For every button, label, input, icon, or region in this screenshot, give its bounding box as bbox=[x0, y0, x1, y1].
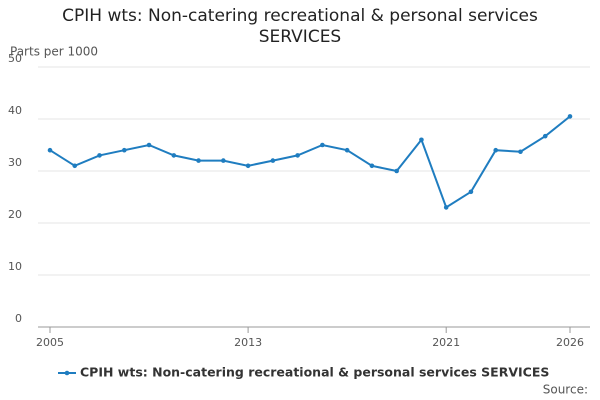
x-tick-label: 2021 bbox=[432, 336, 460, 349]
point bbox=[394, 168, 399, 174]
point bbox=[443, 205, 449, 210]
point bbox=[518, 149, 523, 155]
y-axis-label: Parts per 1000 bbox=[10, 45, 98, 59]
legend-label: CPIH wts: Non-catering recreational & pe… bbox=[80, 365, 549, 380]
point bbox=[171, 153, 177, 158]
point bbox=[493, 147, 499, 153]
y-tick-label: 0 bbox=[15, 312, 22, 325]
point bbox=[47, 147, 53, 153]
point bbox=[369, 163, 375, 169]
point bbox=[97, 153, 102, 158]
x-tick-label: 2005 bbox=[36, 336, 64, 349]
point bbox=[419, 137, 424, 143]
y-tick-label: 30 bbox=[8, 156, 22, 169]
point bbox=[121, 147, 127, 153]
line bbox=[49, 115, 571, 209]
chart-title: CPIH wts: Non-catering recreational & pe… bbox=[62, 6, 538, 47]
y-tick-label: 50 bbox=[8, 52, 22, 65]
point bbox=[320, 142, 325, 148]
source: Source: bbox=[543, 383, 588, 397]
point bbox=[245, 163, 251, 169]
x-tick-label: 2013 bbox=[234, 336, 262, 349]
point bbox=[295, 153, 300, 158]
point bbox=[221, 158, 226, 163]
y-tick-label: 40 bbox=[8, 104, 22, 117]
point bbox=[567, 114, 573, 119]
x-tick-label: 2026 bbox=[556, 336, 584, 349]
point bbox=[196, 158, 201, 163]
y-tick-label: 20 bbox=[8, 208, 22, 221]
legend-swatch-point bbox=[64, 370, 70, 376]
point bbox=[468, 189, 474, 195]
point bbox=[270, 158, 276, 163]
point bbox=[344, 147, 350, 153]
point bbox=[72, 163, 78, 169]
point bbox=[542, 133, 548, 139]
y-tick-label: 10 bbox=[8, 260, 22, 273]
point bbox=[146, 142, 152, 148]
